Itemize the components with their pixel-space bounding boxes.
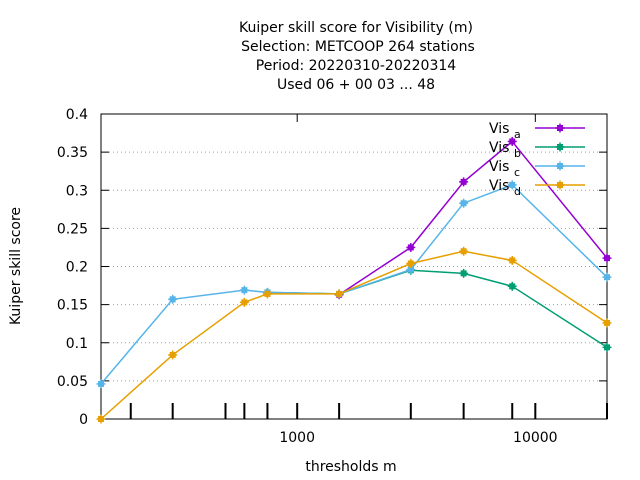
y-tick-label: 0.4	[66, 107, 88, 123]
grid-lines	[101, 151, 607, 382]
legend-label: Vis	[489, 178, 509, 194]
data-point-d	[334, 289, 344, 299]
data-point-b	[602, 342, 612, 352]
data-point-c	[602, 272, 612, 282]
y-tick-label: 0.3	[66, 183, 88, 199]
data-point-d	[168, 350, 178, 360]
series-group	[96, 136, 612, 424]
legend-marker	[555, 142, 565, 152]
y-tick-label: 0.25	[57, 221, 88, 237]
y-tick-label: 0.15	[57, 298, 88, 314]
data-point-a	[406, 242, 416, 252]
data-point-d	[96, 414, 106, 424]
legend-item-vis-c: Vis c	[489, 159, 585, 179]
x-axis-label: thresholds m	[305, 459, 396, 475]
data-point-a	[507, 136, 517, 146]
data-point-c	[239, 285, 249, 295]
data-point-c	[507, 180, 517, 190]
data-point-c	[459, 198, 469, 208]
legend-label-subscript: a	[514, 128, 521, 141]
data-point-d	[262, 289, 272, 299]
chart-title: Kuiper skill score for Visibility (m)	[239, 20, 473, 36]
x-tick-label: 1000	[279, 430, 315, 446]
data-point-c	[168, 294, 178, 304]
series-line-a	[338, 140, 608, 296]
chart-subtitle-selection: Selection: METCOOP 264 stations	[241, 39, 475, 55]
legend-item-vis-a: Vis a	[489, 121, 585, 141]
y-tick-label: 0.2	[66, 260, 88, 276]
legend-item-vis-b: Vis b	[489, 140, 585, 160]
data-point-d	[507, 255, 517, 265]
data-point-b	[459, 268, 469, 278]
legend-marker	[555, 161, 565, 171]
chart-subtitle-period: Period: 20220310-20220314	[256, 58, 456, 74]
data-point-a	[459, 177, 469, 187]
legend-label-subscript: d	[514, 185, 521, 198]
y-tick-label: 0.05	[57, 374, 88, 390]
series-vis-a	[334, 136, 612, 300]
legend-label: Vis	[489, 140, 509, 156]
data-point-d	[602, 318, 612, 328]
tick-labels: 0 0.05 0.1 0.15 0.2 0.25 0.3 0.35 0.4 1000 10000	[57, 107, 558, 446]
chart-subtitle-used: Used 06 + 00 03 ... 48	[277, 77, 435, 93]
legend-label-subscript: c	[514, 166, 520, 179]
data-point-a	[602, 253, 612, 263]
data-point-b	[507, 281, 517, 291]
y-tick-label: 0	[79, 412, 88, 428]
y-axis-label: Kuiper skill score	[8, 207, 24, 325]
y-tick-label: 0.1	[66, 336, 88, 352]
series-vis-b	[262, 265, 612, 352]
legend-label: Vis	[489, 121, 509, 137]
series-line-d	[100, 250, 608, 420]
legend-marker	[555, 180, 565, 190]
legend-label: Vis	[489, 159, 509, 175]
y-tick-label: 0.35	[57, 145, 88, 161]
data-point-c	[96, 379, 106, 389]
legend-label-subscript: b	[514, 147, 521, 160]
series-line-b	[267, 269, 608, 348]
data-point-d	[459, 246, 469, 256]
legend-marker	[555, 123, 565, 133]
legend-item-vis-d: Vis d	[489, 178, 585, 198]
data-point-d	[239, 297, 249, 307]
data-point-d	[406, 258, 416, 268]
x-tick-label: 10000	[513, 430, 558, 446]
plot-frame	[100, 113, 608, 420]
series-vis-d	[96, 246, 612, 424]
